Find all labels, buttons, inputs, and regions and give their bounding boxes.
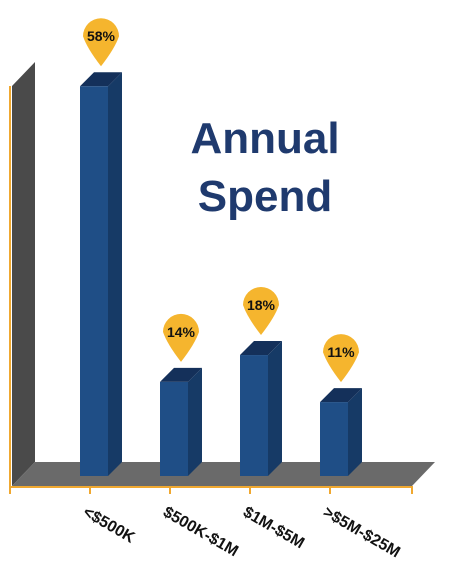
x-tick-label: $1M-$5M — [240, 504, 307, 553]
bar-front — [160, 381, 188, 476]
bar — [320, 388, 362, 476]
bar-side — [348, 388, 362, 476]
data-label: 58% — [87, 28, 116, 44]
bar-side — [108, 72, 122, 477]
axis-ticks — [9, 487, 413, 494]
value-marker — [323, 334, 359, 383]
bar-top — [80, 72, 122, 87]
bar-side — [268, 341, 282, 476]
bar-side — [188, 367, 202, 476]
bar — [240, 341, 282, 476]
x-tick-label: <$500K — [80, 504, 138, 547]
x-tick-label: >$5M-$25M — [320, 504, 403, 562]
bar-front — [240, 355, 268, 476]
x-tick-label: $500K-$1M — [160, 504, 241, 561]
value-marker — [163, 313, 199, 362]
value-marker — [243, 287, 279, 336]
bar — [160, 367, 202, 476]
bar — [80, 72, 122, 477]
bar-top — [160, 367, 202, 382]
bar-front — [320, 402, 348, 476]
floor — [12, 462, 435, 486]
value-marker — [83, 18, 119, 67]
data-label: 11% — [327, 344, 355, 360]
chart-title: Annual Spend — [190, 114, 340, 221]
bar-top — [240, 341, 282, 356]
bar-top — [320, 388, 362, 403]
back-wall — [12, 62, 35, 486]
data-label: 14% — [167, 324, 196, 340]
data-label: 18% — [247, 297, 276, 313]
bar-front — [80, 86, 108, 477]
